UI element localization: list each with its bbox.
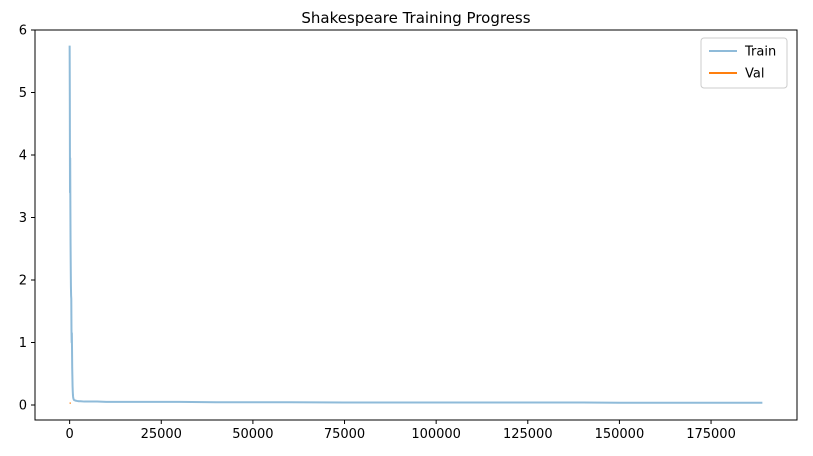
- series-line-train: [68, 45, 763, 404]
- x-tick-label: 0: [65, 427, 73, 442]
- y-tick-label: 4: [19, 149, 27, 164]
- axes-frame: [34, 29, 798, 421]
- legend-label-train: Train: [744, 45, 776, 60]
- x-tick-label: 125000: [503, 427, 553, 442]
- x-tick-label: 150000: [595, 427, 645, 442]
- y-tick-label: 3: [19, 211, 27, 226]
- y-tick-label: 5: [19, 86, 27, 101]
- axes: 0 25000 50000 75000 100000 125000 150000 175000…: [19, 24, 798, 442]
- x-tick-label: 25000: [141, 427, 182, 442]
- chart-title: Shakespeare Training Progress: [301, 9, 530, 27]
- legend-label-val: Val: [745, 67, 764, 82]
- x-tick-label: 100000: [411, 427, 461, 442]
- x-tick-label: 175000: [686, 427, 736, 442]
- y-tick-label: 6: [19, 24, 27, 39]
- plot-area: [68, 45, 763, 404]
- y-tick-label: 1: [19, 336, 27, 351]
- x-tick-label: 50000: [232, 427, 273, 442]
- legend: Train Val: [700, 37, 788, 89]
- x-tick-label: 75000: [324, 427, 365, 442]
- y-tick-label: 0: [19, 399, 27, 414]
- y-tick-label: 2: [19, 274, 27, 289]
